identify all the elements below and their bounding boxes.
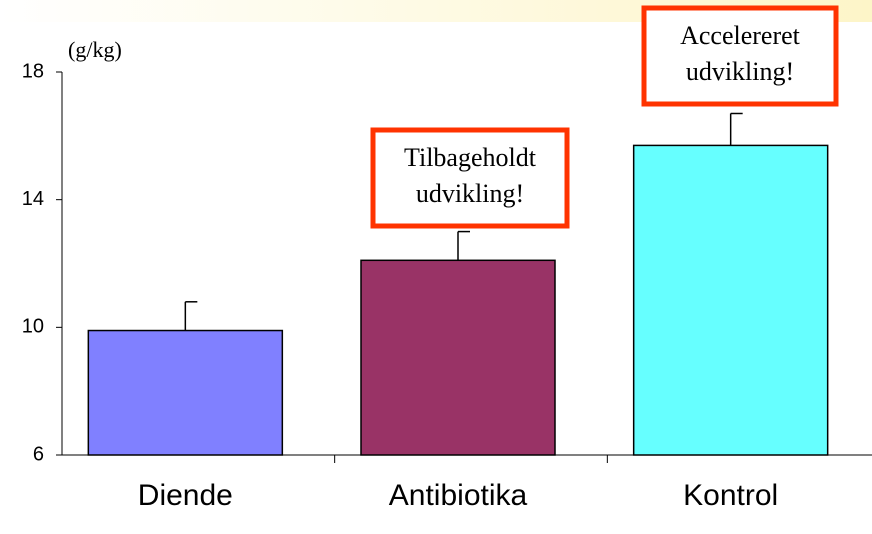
annotation-box — [370, 127, 570, 229]
bar — [87, 329, 284, 456]
bar — [360, 259, 556, 456]
bar — [632, 144, 829, 456]
annotation-box — [641, 5, 839, 107]
x-tick-label: Kontrol — [683, 479, 778, 512]
x-tick-label: Diende — [138, 479, 233, 512]
annotation-text: udvikling! — [416, 179, 524, 208]
x-tick-label: Antibiotika — [389, 479, 528, 512]
y-tick-label: 10 — [22, 316, 44, 338]
annotation-text: udvikling! — [686, 57, 794, 86]
error-bar — [184, 301, 198, 331]
y-unit: (g/kg) — [68, 37, 122, 62]
error-bar — [457, 230, 470, 261]
annotation-text: Tilbageholdt — [404, 143, 537, 172]
error-bar — [729, 112, 743, 146]
y-tick-label: 14 — [22, 188, 44, 210]
y-tick-label: 6 — [33, 443, 44, 465]
annotation-text: Accelereret — [680, 21, 801, 50]
y-tick-label: 18 — [22, 60, 44, 82]
